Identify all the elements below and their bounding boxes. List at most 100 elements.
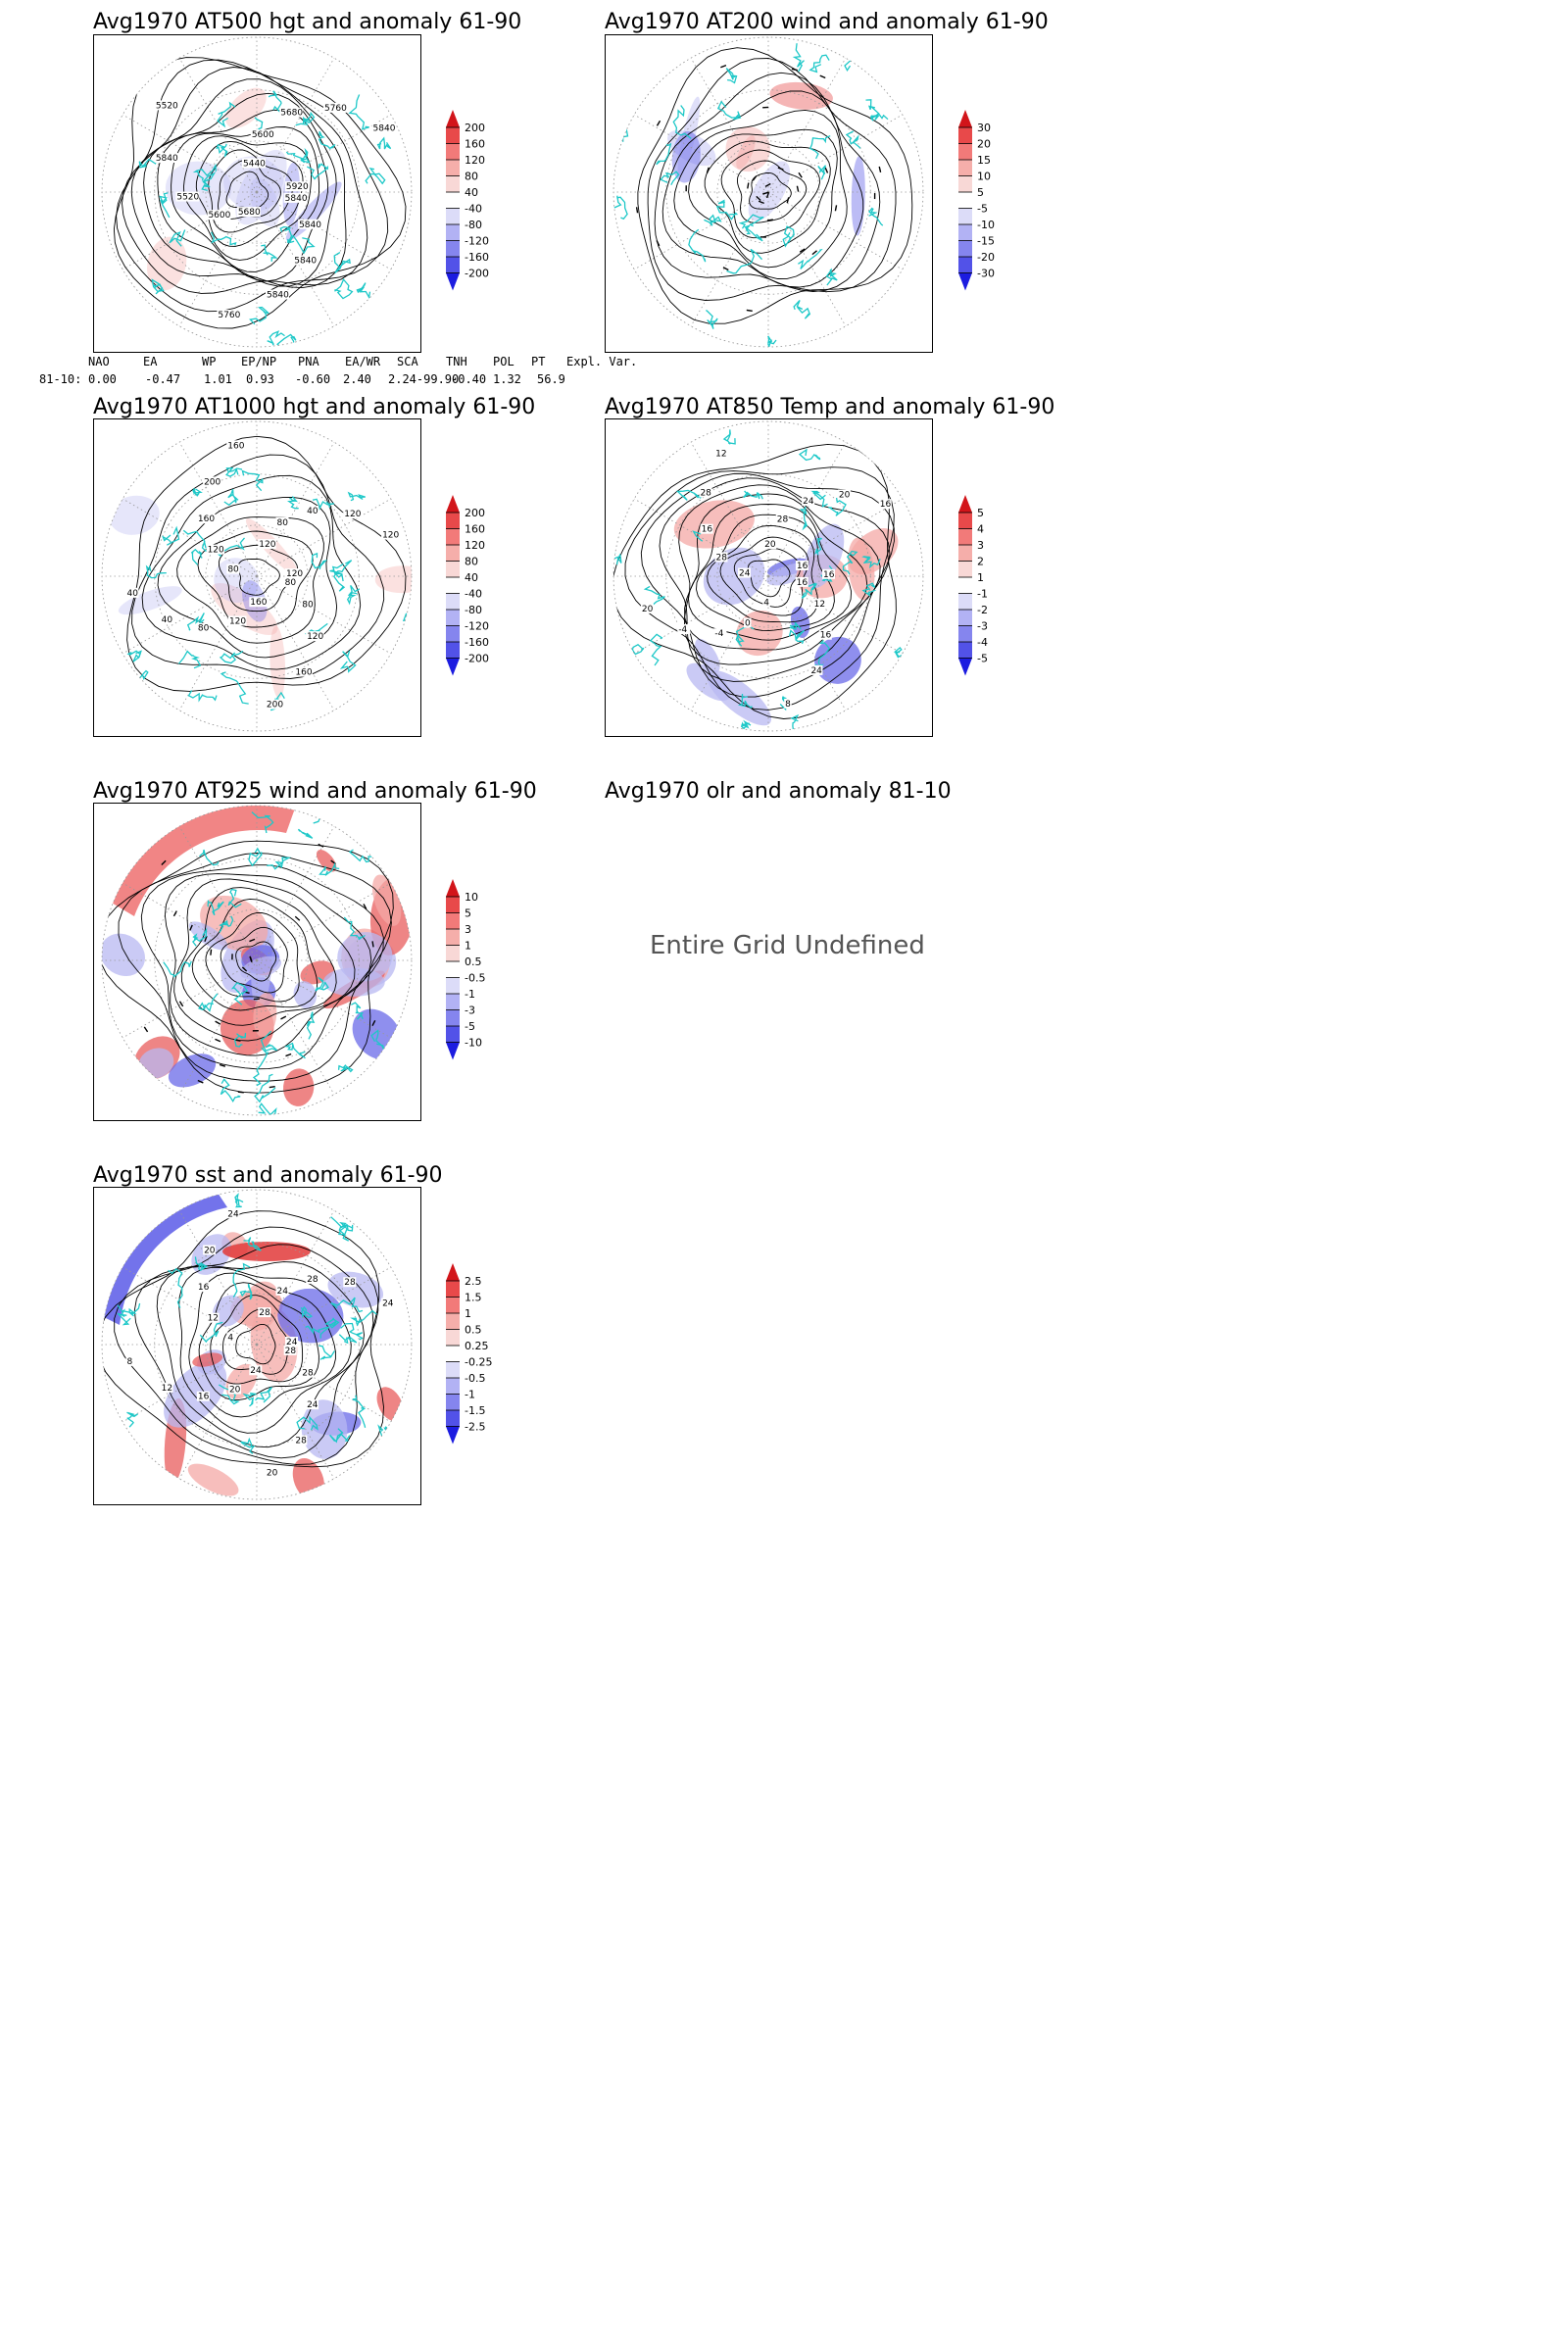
colorbar-label: 10 (465, 891, 478, 904)
colorbar-label: -3 (977, 620, 988, 633)
contour-line (733, 548, 801, 608)
coastline (801, 582, 817, 599)
latitude-circle (205, 140, 309, 244)
contour-label: 5520 (156, 101, 178, 111)
contour-label: 5600 (252, 130, 274, 140)
teleconn-header: TNH (446, 355, 467, 368)
colorbar-swatch (446, 192, 460, 209)
colorbar-swatch (958, 545, 972, 562)
contour-label: 40 (162, 615, 173, 625)
coastline (825, 268, 838, 286)
coastline (660, 171, 680, 186)
colorbar-swatch (446, 1009, 460, 1026)
meridian (178, 1344, 258, 1480)
meridian (767, 441, 847, 577)
contour-line (719, 536, 809, 616)
wind-arrow (758, 200, 764, 205)
contour-label: 5840 (267, 291, 289, 301)
contour-label: 5680 (238, 208, 261, 218)
panel-title-925: Avg1970 AT925 wind and anomaly 61-90 (93, 779, 537, 804)
coastline (217, 101, 236, 128)
colorbar-swatch (958, 160, 972, 176)
teleconn-value: -0.47 (145, 372, 181, 386)
coastline (194, 1256, 208, 1271)
meridian (767, 575, 904, 655)
coastline (311, 552, 328, 569)
coastline (261, 244, 278, 262)
panel-title-850: Avg1970 AT850 Temp and anomaly 61-90 (605, 395, 1055, 419)
anomaly-shade (222, 1242, 311, 1261)
coastline (218, 1384, 240, 1405)
colorbar-swatch (958, 208, 972, 224)
anomaly-shade (327, 1271, 384, 1308)
colorbar-label: -5 (465, 1020, 475, 1033)
coastline (248, 847, 263, 867)
coastline (827, 497, 847, 516)
panel-title-200: Avg1970 AT200 wind and anomaly 61-90 (605, 10, 1049, 34)
coastline (234, 1193, 244, 1208)
contour-label: 5840 (299, 220, 321, 230)
coastline (338, 1334, 358, 1345)
contour-label: 8 (126, 1357, 132, 1367)
coastline (334, 277, 354, 300)
anomaly-shade (671, 130, 701, 183)
coastline (305, 1325, 330, 1339)
colorbar-label: 200 (465, 507, 485, 519)
contour-line (222, 1308, 289, 1375)
contour-line (126, 435, 407, 692)
contour-line (164, 873, 372, 1056)
colorbar-arrow-top (958, 495, 972, 513)
wind-arrow (371, 1020, 376, 1026)
anomaly-shade (695, 638, 720, 673)
contour-label: 5760 (218, 311, 240, 320)
meridian (178, 441, 258, 577)
contour-line (171, 126, 320, 272)
contour-label: 120 (259, 540, 275, 550)
panel-title-olr: Avg1970 olr and anomaly 81-10 (605, 779, 952, 804)
meridian (178, 1209, 258, 1346)
contour-label: 160 (227, 441, 244, 451)
coastline (810, 490, 828, 508)
coastline (151, 278, 165, 295)
meridian (178, 575, 258, 711)
contour-line (116, 59, 389, 313)
coastline (306, 1011, 316, 1040)
colorbar-label: 20 (977, 138, 991, 151)
wind-arrow (834, 205, 838, 212)
meridian (256, 575, 392, 655)
contour-label: 120 (229, 616, 246, 626)
coastline (628, 644, 645, 665)
coastline (190, 548, 203, 565)
meridian (256, 498, 392, 577)
contour-line (235, 941, 277, 982)
coastline (704, 214, 722, 226)
contour-label: 40 (126, 589, 138, 599)
wind-arrow (280, 1015, 287, 1020)
coastline (844, 52, 866, 72)
coastline (672, 105, 692, 139)
anomaly-shade (118, 586, 182, 615)
coastline (318, 130, 336, 150)
coastline (192, 488, 203, 497)
colorbar-label: -80 (465, 604, 482, 616)
coastline (284, 1042, 306, 1059)
contour-line (218, 544, 299, 612)
anomaly-shade (736, 135, 756, 170)
contour-line (173, 878, 356, 1042)
contour-line (640, 472, 895, 698)
map-panel-500hgt: 5840 5840 5840 5840 5760 5680 5600 5520 5840 5520… (93, 34, 421, 353)
colorbar-swatch (958, 240, 972, 257)
anomaly-shade (316, 850, 337, 872)
colorbar-arrow-top (958, 110, 972, 127)
contour-label: 20 (267, 1469, 278, 1479)
colorbar-label: 1.5 (465, 1292, 482, 1304)
colorbar-sst: 2.5 1.5 1 0.5 0.25 -0.25 -0.5 -1 -1.5 -2.5 (446, 1263, 514, 1452)
meridian (767, 575, 847, 711)
contour-line (198, 1282, 319, 1401)
colorbar-swatch (446, 224, 460, 241)
colorbar-label: -5 (977, 203, 988, 216)
coastline (845, 130, 861, 149)
coastline (295, 111, 316, 126)
colorbar-label: 0.25 (465, 1340, 489, 1352)
wind-arrow (204, 935, 208, 942)
